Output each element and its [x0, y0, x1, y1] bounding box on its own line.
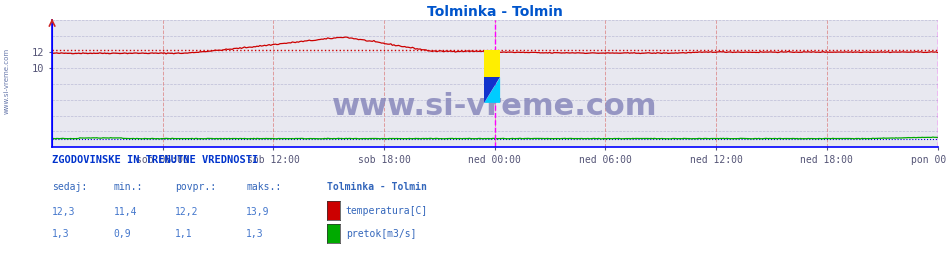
Text: Tolminka - Tolmin: Tolminka - Tolmin	[327, 183, 426, 193]
Text: www.si-vreme.com: www.si-vreme.com	[332, 92, 657, 121]
Polygon shape	[484, 77, 500, 103]
Text: 13,9: 13,9	[246, 207, 270, 217]
Text: 1,3: 1,3	[52, 230, 70, 240]
Text: 0,9: 0,9	[114, 230, 132, 240]
Text: maks.:: maks.:	[246, 183, 281, 193]
Text: povpr.:: povpr.:	[175, 183, 216, 193]
Text: temperatura[C]: temperatura[C]	[346, 206, 428, 216]
Text: 12,2: 12,2	[175, 207, 199, 217]
Text: min.:: min.:	[114, 183, 143, 193]
Polygon shape	[484, 77, 500, 103]
Text: pretok[m3/s]: pretok[m3/s]	[346, 229, 416, 239]
Title: Tolminka - Tolmin: Tolminka - Tolmin	[427, 5, 563, 19]
Text: 1,1: 1,1	[175, 230, 193, 240]
Text: sedaj:: sedaj:	[52, 183, 87, 193]
Text: 1,3: 1,3	[246, 230, 264, 240]
Text: 11,4: 11,4	[114, 207, 137, 217]
Text: 12,3: 12,3	[52, 207, 76, 217]
Bar	[484, 50, 500, 77]
Text: www.si-vreme.com: www.si-vreme.com	[4, 48, 9, 114]
Text: ZGODOVINSKE IN TRENUTNE VREDNOSTI: ZGODOVINSKE IN TRENUTNE VREDNOSTI	[52, 155, 259, 165]
